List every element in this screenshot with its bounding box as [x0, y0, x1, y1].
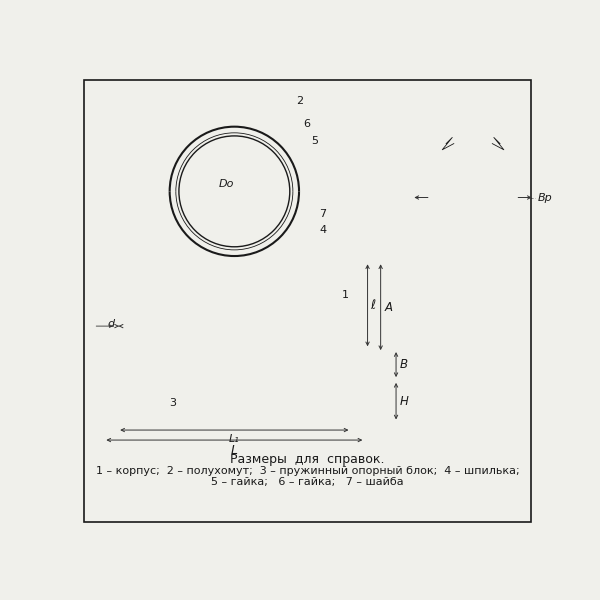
Bar — [114, 381, 124, 387]
Bar — [203, 338, 265, 346]
Bar — [446, 101, 500, 132]
Bar — [103, 349, 365, 380]
Bar — [309, 380, 352, 422]
Bar — [161, 136, 175, 145]
Bar — [306, 247, 317, 254]
Bar — [450, 150, 496, 184]
Bar — [464, 186, 482, 209]
Bar — [455, 309, 491, 316]
Text: 7: 7 — [319, 209, 326, 220]
Bar — [464, 102, 482, 113]
Text: 6: 6 — [304, 119, 311, 130]
Bar — [459, 251, 487, 309]
Text: Размеры  для  справок.: Размеры для справок. — [230, 453, 385, 466]
Text: A: A — [385, 301, 392, 314]
Bar — [295, 129, 307, 137]
Bar — [127, 349, 342, 354]
Text: L₁: L₁ — [229, 434, 240, 444]
Bar — [455, 316, 464, 327]
Bar — [469, 150, 477, 184]
Text: 1: 1 — [342, 290, 349, 300]
Bar — [154, 262, 161, 353]
Bar — [163, 190, 173, 196]
Bar — [164, 140, 172, 164]
Bar — [482, 316, 491, 327]
Bar — [203, 257, 213, 346]
Bar — [153, 240, 162, 246]
Bar — [297, 140, 304, 164]
Bar — [295, 190, 306, 196]
Bar — [293, 181, 305, 202]
Bar — [152, 247, 163, 254]
Text: ℓ: ℓ — [370, 299, 375, 312]
Bar — [161, 181, 175, 189]
Bar — [152, 349, 163, 357]
Bar — [307, 240, 316, 246]
Bar — [293, 181, 308, 189]
Text: 2: 2 — [296, 96, 303, 106]
Text: 3: 3 — [169, 398, 176, 408]
Bar — [164, 181, 176, 202]
Text: B: B — [400, 358, 408, 371]
Text: 4: 4 — [319, 225, 326, 235]
Bar — [162, 129, 174, 137]
Text: 5: 5 — [311, 136, 319, 146]
Bar — [466, 164, 480, 172]
Bar — [306, 349, 317, 357]
Bar — [256, 257, 265, 346]
Bar — [469, 209, 478, 251]
Text: Dо: Dо — [219, 179, 235, 188]
Text: 1 – корпус;  2 – полухомут;  3 – пружинный опорный блок;  4 – шпилька;: 1 – корпус; 2 – полухомут; 3 – пружинный… — [95, 466, 520, 476]
Bar — [118, 380, 160, 422]
Bar — [116, 307, 122, 384]
Text: 5 – гайка;   6 – гайка;   7 – шайба: 5 – гайка; 6 – гайка; 7 – шайба — [211, 476, 404, 487]
Bar — [203, 257, 265, 265]
Text: H: H — [400, 395, 409, 407]
Bar — [464, 152, 482, 163]
Bar — [114, 296, 124, 302]
Bar — [466, 115, 480, 122]
Text: L: L — [231, 444, 238, 457]
Text: d: d — [108, 319, 115, 329]
Bar — [293, 136, 308, 145]
Bar — [308, 262, 315, 353]
Text: Bр: Bр — [538, 193, 553, 203]
Bar — [469, 132, 477, 143]
Bar — [462, 221, 484, 227]
Bar — [464, 227, 482, 232]
